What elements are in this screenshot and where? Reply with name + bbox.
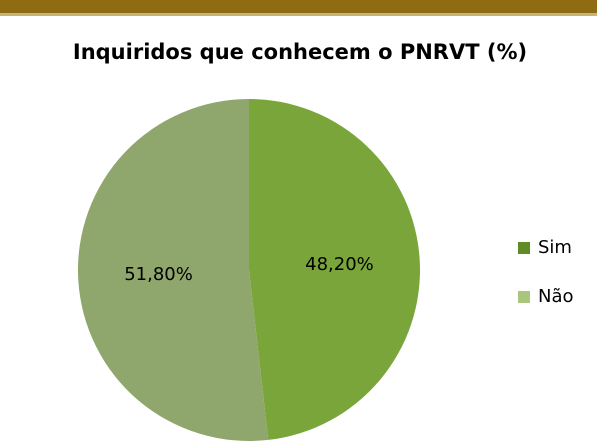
legend-swatch — [518, 242, 530, 254]
pie-slice — [249, 99, 420, 440]
chart-title: Inquiridos que conhecem o PNRVT (%) — [73, 40, 527, 64]
data-label: 48,20% — [305, 254, 374, 275]
header-stripe — [0, 13, 597, 16]
legend-swatch — [518, 291, 530, 303]
data-label: 51,80% — [124, 264, 193, 285]
legend-label: Não — [538, 286, 574, 307]
header-bar — [0, 0, 597, 13]
legend-label: Sim — [538, 237, 572, 258]
pie-slice — [77, 99, 269, 441]
